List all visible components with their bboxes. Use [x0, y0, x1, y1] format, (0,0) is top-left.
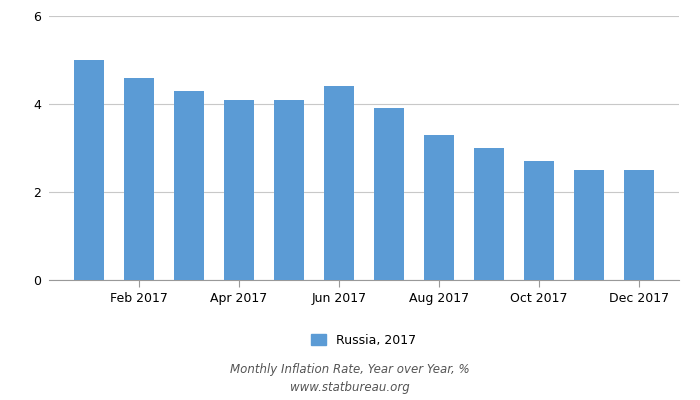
Bar [224, 100, 254, 280]
Legend: Russia, 2017: Russia, 2017 [312, 334, 416, 347]
Bar [374, 108, 404, 280]
Bar [424, 135, 454, 280]
Bar [324, 86, 354, 280]
Bar [274, 100, 304, 280]
Bar [574, 170, 604, 280]
Text: Monthly Inflation Rate, Year over Year, %: Monthly Inflation Rate, Year over Year, … [230, 364, 470, 376]
Bar [174, 91, 204, 280]
Bar [624, 170, 654, 280]
Bar [474, 148, 504, 280]
Bar [124, 78, 154, 280]
Bar [74, 60, 104, 280]
Text: www.statbureau.org: www.statbureau.org [290, 381, 410, 394]
Bar [524, 161, 554, 280]
